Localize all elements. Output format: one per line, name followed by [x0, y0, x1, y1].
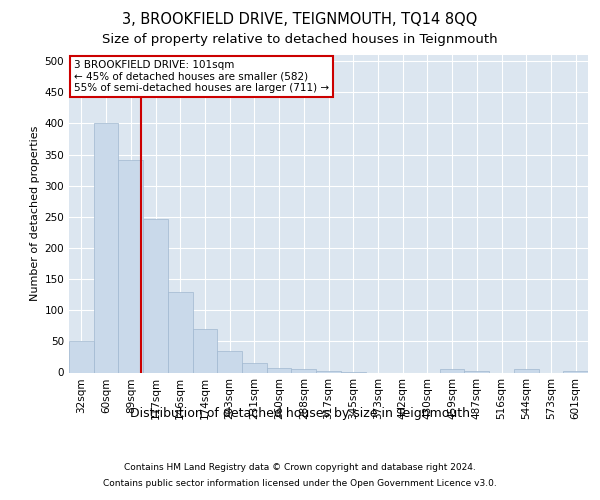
Bar — [464, 370, 489, 372]
Bar — [118, 160, 143, 372]
Text: Contains HM Land Registry data © Crown copyright and database right 2024.: Contains HM Land Registry data © Crown c… — [124, 462, 476, 471]
Y-axis label: Number of detached properties: Number of detached properties — [30, 126, 40, 302]
Text: 3, BROOKFIELD DRIVE, TEIGNMOUTH, TQ14 8QQ: 3, BROOKFIELD DRIVE, TEIGNMOUTH, TQ14 8Q… — [122, 12, 478, 28]
Bar — [69, 342, 94, 372]
Bar — [267, 368, 292, 372]
Bar — [440, 370, 464, 372]
Text: Size of property relative to detached houses in Teignmouth: Size of property relative to detached ho… — [102, 32, 498, 46]
Bar — [168, 292, 193, 372]
Bar — [292, 370, 316, 372]
Bar — [217, 350, 242, 372]
Text: Distribution of detached houses by size in Teignmouth: Distribution of detached houses by size … — [130, 408, 470, 420]
Bar — [242, 362, 267, 372]
Text: 3 BROOKFIELD DRIVE: 101sqm
← 45% of detached houses are smaller (582)
55% of sem: 3 BROOKFIELD DRIVE: 101sqm ← 45% of deta… — [74, 60, 329, 93]
Bar — [514, 370, 539, 372]
Text: Contains public sector information licensed under the Open Government Licence v3: Contains public sector information licen… — [103, 478, 497, 488]
Bar — [563, 370, 588, 372]
Bar — [193, 329, 217, 372]
Bar — [94, 123, 118, 372]
Bar — [143, 220, 168, 372]
